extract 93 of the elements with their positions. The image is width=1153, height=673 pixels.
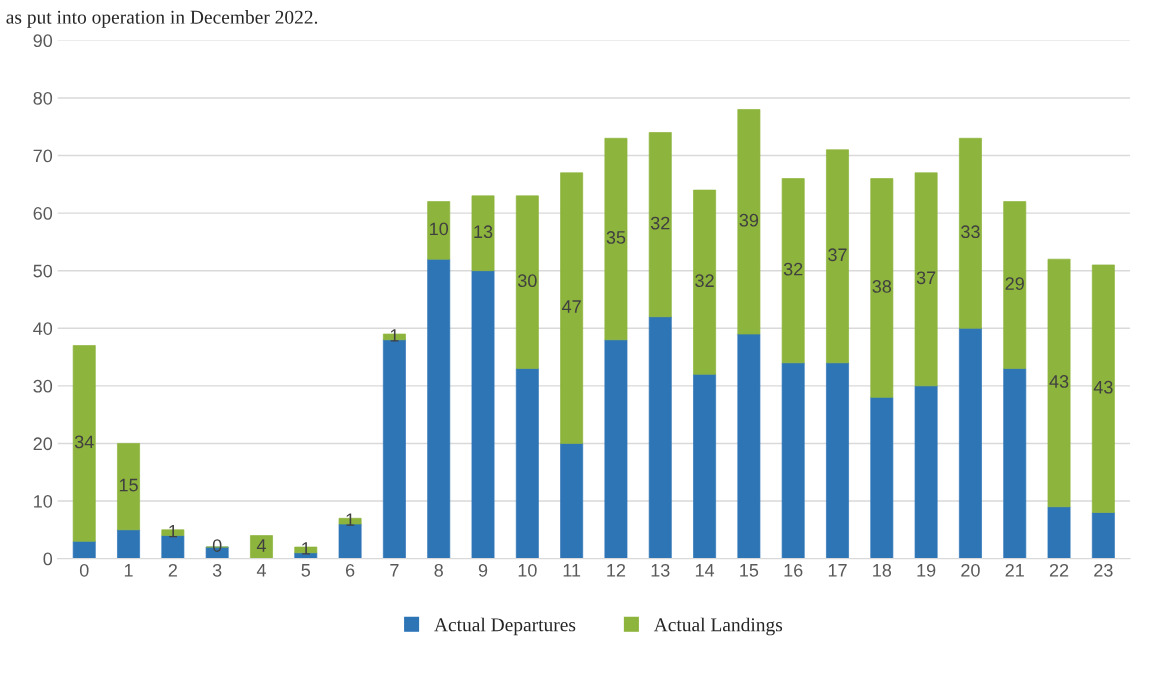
bar (72, 345, 96, 542)
x-tick-label: 0 (79, 563, 89, 577)
x-tick-label: 10 (518, 563, 537, 577)
bar (250, 535, 273, 559)
data-label: 29 (1005, 277, 1024, 290)
data-label: 37 (916, 271, 936, 285)
x-tick-label: 15 (740, 564, 759, 577)
bar (737, 109, 761, 335)
y-tick-label: 50 (33, 264, 53, 278)
x-tick-label: 21 (1005, 563, 1024, 577)
bar (737, 333, 761, 559)
x-tick-label: 16 (784, 563, 803, 577)
x-tick-label: 12 (607, 563, 626, 577)
data-label: 15 (119, 478, 138, 492)
bar (693, 373, 716, 559)
y-tick-label: 30 (33, 379, 53, 393)
x-tick-label: 11 (563, 564, 581, 577)
bar (914, 385, 938, 559)
x-tick-label: 22 (1049, 563, 1069, 577)
bar (1091, 264, 1115, 513)
data-label: 43 (1049, 375, 1069, 388)
x-tick-label: 13 (651, 563, 670, 577)
data-label: 37 (828, 248, 847, 262)
bar (870, 397, 894, 559)
bar (1047, 258, 1071, 508)
bar (604, 339, 628, 559)
bar (870, 178, 894, 398)
bar (1003, 201, 1027, 369)
bar (1047, 506, 1071, 559)
data-label: 34 (74, 435, 94, 449)
bar (427, 258, 451, 559)
bar (648, 316, 672, 559)
x-tick-label: 5 (301, 564, 311, 577)
bar (1003, 368, 1027, 559)
bar (471, 270, 495, 559)
legend-label: Actual Departures (434, 617, 576, 636)
data-label: 39 (739, 213, 759, 227)
y-tick-label: 80 (33, 91, 53, 105)
data-label: 43 (1093, 380, 1113, 394)
bar (560, 443, 584, 559)
text: as put into operation in December 2022. (6, 10, 318, 28)
data-label: 32 (695, 274, 714, 288)
bar (959, 137, 982, 329)
bar (515, 368, 539, 559)
bar (560, 172, 584, 444)
x-tick-label: 20 (961, 563, 980, 577)
x-tick-label: 3 (212, 563, 222, 577)
data-label: 35 (606, 231, 626, 244)
y-tick-label: 90 (33, 34, 53, 48)
x-tick-label: 19 (917, 563, 936, 577)
data-label: 30 (517, 274, 537, 288)
bar (781, 362, 805, 559)
bar (914, 172, 938, 387)
x-tick-label: 7 (390, 564, 399, 577)
bar (72, 540, 96, 559)
y-tick-label: 60 (33, 207, 53, 220)
y-tick-label: 10 (34, 494, 53, 508)
data-label: 13 (474, 225, 493, 239)
x-tick-label: 14 (695, 564, 715, 577)
y-tick-label: 40 (33, 322, 53, 335)
data-label: 10 (430, 222, 449, 236)
bar (826, 362, 849, 559)
x-tick-label: 4 (256, 564, 266, 577)
x-tick-label: 8 (434, 563, 443, 577)
bar (471, 195, 495, 272)
x-tick-label: 18 (873, 563, 892, 577)
data-label: 38 (872, 280, 892, 293)
bar (604, 137, 628, 341)
y-tick-label: 70 (33, 149, 53, 163)
data-label: 4 (256, 539, 266, 552)
x-tick-label: 2 (168, 563, 177, 577)
bar (781, 178, 805, 364)
bar (693, 189, 716, 375)
bar (515, 195, 539, 369)
bar (648, 132, 672, 318)
bar (1091, 512, 1115, 559)
data-label: 47 (562, 300, 581, 313)
bar (117, 443, 140, 531)
data-label: 33 (961, 225, 980, 239)
bar (427, 201, 451, 260)
x-tick-label: 23 (1094, 563, 1113, 577)
bar (117, 529, 140, 559)
bar (826, 149, 849, 364)
bar (959, 327, 982, 559)
x-tick-label: 6 (345, 563, 355, 577)
y-tick-label: 0 (43, 552, 53, 566)
data-label: 32 (650, 216, 670, 230)
x-tick-label: 9 (478, 563, 488, 577)
legend-label: Actual Landings (653, 617, 783, 636)
x-tick-label: 1 (124, 564, 133, 577)
data-label: 32 (783, 262, 803, 276)
y-tick-label: 20 (33, 437, 53, 451)
x-tick-label: 17 (828, 564, 847, 577)
